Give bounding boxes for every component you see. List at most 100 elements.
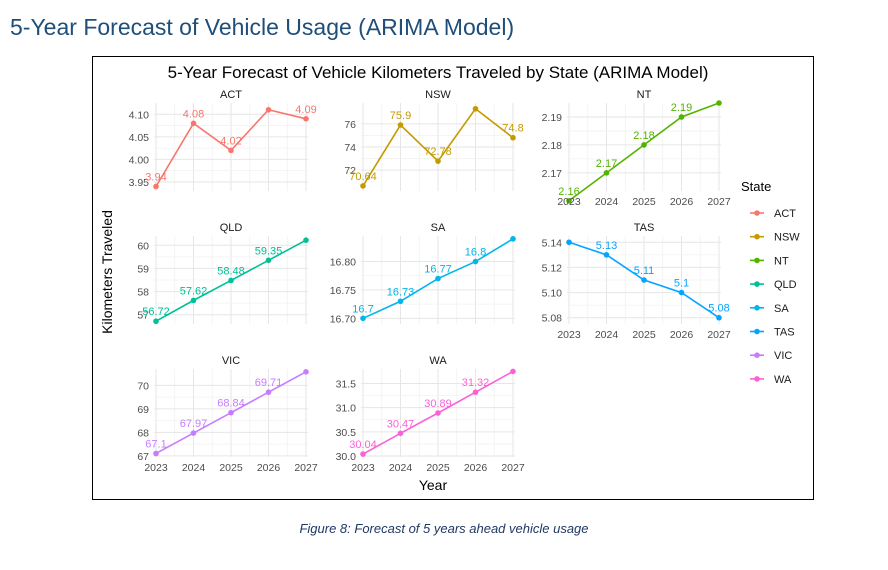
- faceted-line-chart: 5-Year Forecast of Vehicle Kilometers Tr…: [99, 63, 800, 493]
- y-tick-label: 5.14: [542, 237, 563, 249]
- data-point-wa: [360, 451, 366, 457]
- facet-title-sa: SA: [431, 222, 446, 234]
- legend-label-nt: NT: [774, 255, 789, 267]
- data-point-act: [228, 147, 234, 154]
- data-label-sa: 16.7: [352, 303, 373, 315]
- data-point-tas: [641, 277, 647, 283]
- y-tick-label: 31.5: [336, 379, 357, 391]
- page-heading: 5-Year Forecast of Vehicle Usage (ARIMA …: [10, 14, 515, 40]
- y-tick-label: 30.5: [336, 427, 357, 439]
- data-point-tas: [716, 314, 722, 321]
- legend-key-point-act: [754, 210, 760, 216]
- y-tick-label: 16.80: [330, 257, 356, 269]
- data-point-tas: [566, 239, 572, 246]
- y-tick-label: 5.12: [542, 262, 563, 274]
- data-label-qld: 57.62: [180, 285, 208, 297]
- data-point-wa: [397, 430, 404, 437]
- y-tick-label: 60: [137, 240, 149, 252]
- data-label-tas: 5.08: [708, 303, 729, 315]
- x-tick-label: 2023: [351, 462, 375, 474]
- data-label-nsw: 70.64: [349, 171, 377, 183]
- data-point-vic: [265, 389, 272, 396]
- data-label-sa: 16.8: [465, 247, 486, 259]
- y-tick-label: 57: [137, 310, 149, 322]
- data-point-nsw: [472, 105, 479, 112]
- data-point-vic: [303, 369, 309, 375]
- facet-title-vic: VIC: [222, 355, 240, 367]
- facet-title-nsw: NSW: [425, 89, 451, 101]
- data-point-act: [190, 120, 197, 127]
- legend-key-point-sa: [754, 305, 760, 311]
- x-tick-label: 2027: [501, 462, 525, 474]
- y-tick-label: 16.75: [330, 285, 356, 297]
- y-tick-label: 31.0: [336, 403, 357, 415]
- facet-title-tas: TAS: [634, 222, 655, 234]
- data-point-act: [303, 115, 309, 122]
- data-label-nt: 2.19: [671, 102, 692, 114]
- data-point-nsw: [360, 183, 366, 189]
- facet-title-nt: NT: [637, 89, 652, 101]
- data-point-vic: [190, 430, 197, 436]
- y-axis-title: Kilometers Traveled: [99, 210, 115, 334]
- data-point-sa: [510, 236, 516, 242]
- legend-key-point-vic: [754, 352, 760, 359]
- data-point-wa: [435, 410, 441, 416]
- data-label-nsw: 74.8: [502, 123, 523, 135]
- data-point-tas: [678, 289, 685, 296]
- data-point-qld: [265, 257, 272, 264]
- x-tick-label: 2025: [632, 329, 656, 341]
- chart-title: 5-Year Forecast of Vehicle Kilometers Tr…: [168, 63, 709, 82]
- data-point-wa: [472, 389, 479, 396]
- chart-figure: 5-Year Forecast of Vehicle Kilometers Tr…: [92, 56, 814, 500]
- legend-label-act: ACT: [774, 208, 796, 220]
- data-point-nsw: [435, 158, 441, 164]
- x-tick-label: 2024: [595, 196, 619, 208]
- data-point-wa: [510, 368, 516, 375]
- data-label-vic: 67.1: [145, 438, 166, 450]
- data-point-nsw: [510, 134, 516, 141]
- x-tick-label: 2026: [257, 462, 281, 474]
- data-point-sa: [397, 298, 404, 305]
- data-point-vic: [228, 409, 234, 416]
- y-tick-label: 4.05: [129, 132, 150, 144]
- data-point-qld: [190, 297, 197, 304]
- data-label-wa: 31.32: [462, 377, 490, 389]
- data-label-qld: 59.35: [255, 245, 283, 257]
- legend-label-wa: WA: [774, 374, 792, 386]
- y-tick-label: 76: [344, 119, 356, 131]
- data-point-act: [153, 183, 159, 190]
- legend-label-nsw: NSW: [774, 232, 800, 244]
- data-label-act: 4.09: [295, 104, 316, 116]
- x-tick-label: 2026: [670, 329, 694, 341]
- data-label-sa: 16.77: [424, 264, 452, 276]
- x-tick-label: 2024: [389, 462, 413, 474]
- data-label-tas: 5.11: [634, 265, 655, 277]
- data-label-tas: 5.13: [596, 240, 617, 252]
- data-point-qld: [303, 237, 309, 243]
- legend-key-point-nt: [754, 257, 760, 264]
- legend-label-sa: SA: [774, 303, 789, 315]
- x-tick-label: 2023: [557, 196, 581, 208]
- y-tick-label: 58: [137, 287, 149, 299]
- y-tick-label: 69: [137, 404, 149, 416]
- x-tick-label: 2023: [144, 462, 168, 474]
- y-tick-label: 68: [137, 427, 149, 439]
- figure-caption: Figure 8: Forecast of 5 years ahead vehi…: [299, 521, 589, 536]
- data-label-nt: 2.18: [633, 130, 654, 142]
- y-tick-label: 2.19: [542, 112, 563, 124]
- x-tick-label: 2023: [557, 329, 581, 341]
- data-point-sa: [472, 258, 479, 265]
- data-label-act: 4.02: [220, 135, 241, 147]
- legend-label-qld: QLD: [774, 279, 797, 291]
- data-point-qld: [153, 318, 159, 325]
- data-point-sa: [360, 315, 366, 322]
- facet-title-qld: QLD: [220, 222, 243, 234]
- data-label-vic: 69.71: [255, 377, 283, 389]
- legend-key-point-tas: [754, 328, 760, 335]
- data-label-vic: 68.84: [217, 398, 245, 410]
- legend-title: State: [741, 179, 771, 194]
- data-point-nt: [716, 100, 722, 106]
- data-label-qld: 56.72: [142, 306, 170, 318]
- x-tick-label: 2027: [707, 196, 731, 208]
- x-tick-label: 2027: [294, 462, 318, 474]
